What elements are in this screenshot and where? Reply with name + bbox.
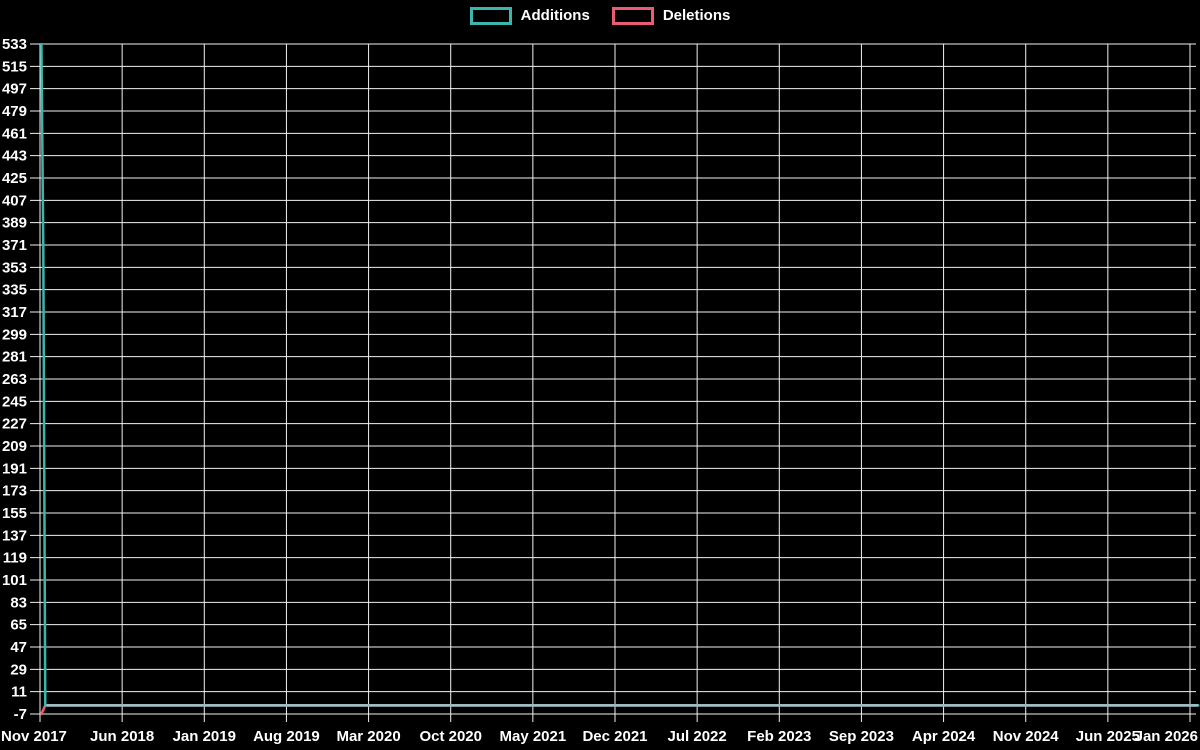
legend-item-additions[interactable]: Additions <box>469 6 590 26</box>
y-tick-label: 515 <box>2 58 27 75</box>
y-tick-label: 335 <box>2 282 27 299</box>
deletions-swatch <box>611 7 654 25</box>
y-tick-label: 119 <box>3 550 27 567</box>
x-tick-label: Oct 2020 <box>419 728 482 745</box>
y-tick-label: 137 <box>2 527 27 544</box>
x-tick-label: Nov 2024 <box>993 728 1060 745</box>
x-tick-label: Jun 2025 <box>1076 728 1140 745</box>
x-tick-label: Mar 2020 <box>336 728 400 745</box>
y-tick-label: 299 <box>2 326 27 343</box>
x-tick-label: Apr 2024 <box>912 728 976 745</box>
y-tick-label: 281 <box>2 349 27 366</box>
additions-line <box>40 42 1200 707</box>
chart-legend: Additions Deletions <box>0 6 1200 26</box>
y-tick-label: 533 <box>2 36 27 53</box>
y-tick-label: 101 <box>2 572 27 589</box>
y-tick-label: 317 <box>2 304 27 321</box>
y-tick-label: 263 <box>2 371 27 388</box>
legend-item-deletions[interactable]: Deletions <box>611 6 731 26</box>
deletions-line <box>40 704 1200 716</box>
legend-label-deletions: Deletions <box>662 7 731 24</box>
y-tick-label: 209 <box>2 438 27 455</box>
y-tick-label: 245 <box>2 393 27 410</box>
x-tick-label: Jul 2022 <box>668 728 727 745</box>
x-tick-label: Feb 2023 <box>747 728 811 745</box>
x-tick-label: Dec 2021 <box>582 728 647 745</box>
y-tick-label: 83 <box>10 594 27 611</box>
additions-swatch <box>469 7 512 25</box>
x-tick-label: Jan 2026 <box>1135 728 1198 745</box>
y-tick-label: 407 <box>2 192 27 209</box>
y-tick-label: -7 <box>14 706 27 723</box>
y-tick-label: 461 <box>2 125 27 142</box>
y-tick-label: 479 <box>2 103 27 120</box>
x-tick-label: Jan 2019 <box>173 728 236 745</box>
y-tick-label: 353 <box>2 259 27 276</box>
y-tick-label: 191 <box>2 460 27 477</box>
x-tick-label: Aug 2019 <box>253 728 320 745</box>
y-tick-label: 155 <box>2 505 27 522</box>
y-tick-label: 227 <box>2 416 27 433</box>
y-tick-label: 11 <box>11 684 27 701</box>
x-tick-label: Sep 2023 <box>829 728 894 745</box>
y-tick-label: 371 <box>2 237 27 254</box>
x-tick-label: Nov 2017 <box>1 728 67 745</box>
x-tick-label: May 2021 <box>499 728 566 745</box>
legend-label-additions: Additions <box>520 7 590 24</box>
y-tick-label: 443 <box>2 148 27 165</box>
x-tick-label: Jun 2018 <box>90 728 154 745</box>
y-tick-label: 425 <box>2 170 27 187</box>
y-tick-label: 47 <box>10 639 27 656</box>
y-tick-label: 389 <box>2 215 27 232</box>
y-tick-label: 29 <box>10 661 27 678</box>
y-tick-label: 497 <box>2 81 27 98</box>
y-tick-label: 173 <box>2 483 27 500</box>
y-tick-label: 65 <box>10 617 27 634</box>
